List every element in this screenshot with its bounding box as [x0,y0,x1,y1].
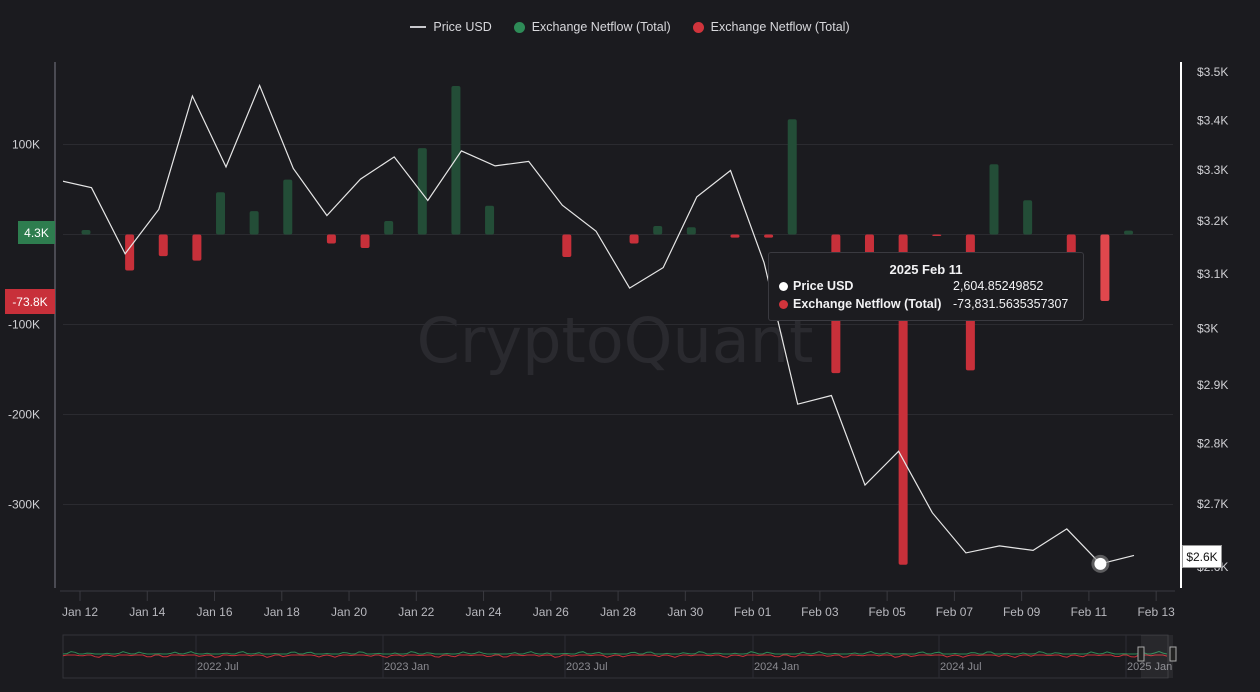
netflow-bar [653,225,663,235]
left-tick-label: -300K [8,498,40,512]
navigator-green-series [62,650,1168,655]
netflow-bar [686,227,696,235]
netflow-bar [1100,234,1110,301]
legend-item-2[interactable]: Exchange Netflow (Total) [692,20,850,34]
right-tick-label: $2.7K [1197,497,1228,511]
legend-item-0[interactable]: Price USD [410,20,492,34]
legend-label: Price USD [433,20,492,34]
navigator-label: 2025 Jan [1127,661,1172,673]
netflow-bar [485,205,495,235]
netflow-hover-flag: -73.8K [5,289,55,314]
right-tick-label: $2.8K [1197,437,1228,451]
netflow-bar [451,86,461,235]
netflow-bar [158,234,168,257]
x-tick-label: Jan 18 [264,605,300,619]
price-line [63,83,1135,565]
x-tick-label: Feb 05 [868,605,906,619]
tooltip-row-price: Price USD 2,604.85249852 [769,277,1083,295]
right-tick-label: $3.4K [1197,113,1228,127]
x-tick-label: Jan 24 [466,605,502,619]
netflow-bar [283,179,293,235]
navigator-label: 2022 Jul [197,661,239,673]
netflow-bar [629,234,639,244]
netflow-bar [326,234,336,244]
tooltip-value: -73,831.5635357307 [953,297,1069,311]
x-tick-label: Jan 16 [197,605,233,619]
legend-label: Exchange Netflow (Total) [710,20,850,34]
netflow-last-flag: 4.3K [18,221,55,244]
legend-label: Exchange Netflow (Total) [531,20,671,34]
dot-icon [513,21,525,33]
price-dot-icon [779,281,788,291]
netflow-bar [730,234,740,238]
navigator-label: 2024 Jul [940,661,982,673]
x-tick-label: Jan 12 [62,605,98,619]
dot-icon [692,21,704,33]
navigator-selection [1141,635,1173,678]
netflow-bar [1023,200,1033,235]
left-tick-label: -200K [8,408,40,422]
navigator-handle[interactable] [1137,646,1145,662]
tooltip-value: 2,604.85249852 [953,279,1044,293]
tooltip-row-netflow: Exchange Netflow (Total) -73,831.5635357… [769,295,1083,313]
x-tick-label: Jan 28 [600,605,636,619]
x-tick-label: Feb 01 [734,605,772,619]
netflow-bar [216,192,226,235]
watermark-logo: CryptoQuant [417,304,814,377]
x-tick-label: Feb 07 [936,605,974,619]
navigator-handle[interactable] [1169,646,1177,662]
navigator-label: 2023 Jan [384,661,429,673]
navigator-label: 2024 Jan [754,661,799,673]
hover-point [1094,557,1107,570]
left-tick-label: -100K [8,318,40,332]
right-tick-label: $3.5K [1197,65,1228,79]
x-tick-label: Feb 13 [1137,605,1175,619]
tooltip-label: Price USD [793,279,854,293]
right-tick-label: $3.3K [1197,163,1228,177]
right-tick-label: $3.2K [1197,214,1228,228]
right-tick-label: $2.9K [1197,378,1228,392]
legend-item-1[interactable]: Exchange Netflow (Total) [513,20,671,34]
x-tick-label: Jan 26 [533,605,569,619]
netflow-bar [384,221,394,235]
legend: Price USD Exchange Netflow (Total) Exchang… [0,20,1260,34]
right-tick-label: $3K [1197,322,1218,336]
navigator-label: 2023 Jul [566,661,608,673]
line-icon [410,26,427,28]
netflow-bar [1124,230,1134,235]
netflow-bar [562,234,572,257]
x-tick-label: Feb 03 [801,605,839,619]
netflow-bar [417,148,427,235]
left-tick-label: 100K [12,138,40,152]
netflow-bar [81,230,91,235]
x-tick-label: Jan 20 [331,605,367,619]
tooltip: 2025 Feb 11 Price USD 2,604.85249852 Exc… [768,252,1084,321]
x-tick-label: Jan 14 [129,605,165,619]
netflow-bar [360,234,370,248]
x-tick-label: Feb 11 [1071,605,1108,619]
x-tick-label: Feb 09 [1003,605,1041,619]
navigator [62,634,1169,679]
tooltip-label: Exchange Netflow (Total) [793,297,942,311]
x-tick-label: Jan 30 [667,605,703,619]
netflow-bar [989,164,999,235]
right-tick-label: $3.1K [1197,267,1228,281]
tooltip-title: 2025 Feb 11 [889,262,963,277]
netflow-bar [764,234,774,238]
netflow-bar [932,234,942,236]
x-tick-label: Jan 22 [398,605,434,619]
netflow-bar [192,234,202,261]
price-hover-flag: $2.6K [1182,545,1222,568]
netflow-bar [787,119,797,235]
netflow-dot-icon [779,299,788,309]
navigator-red-series [62,654,1168,659]
netflow-bar [249,211,259,235]
netflow-bar [125,234,135,271]
